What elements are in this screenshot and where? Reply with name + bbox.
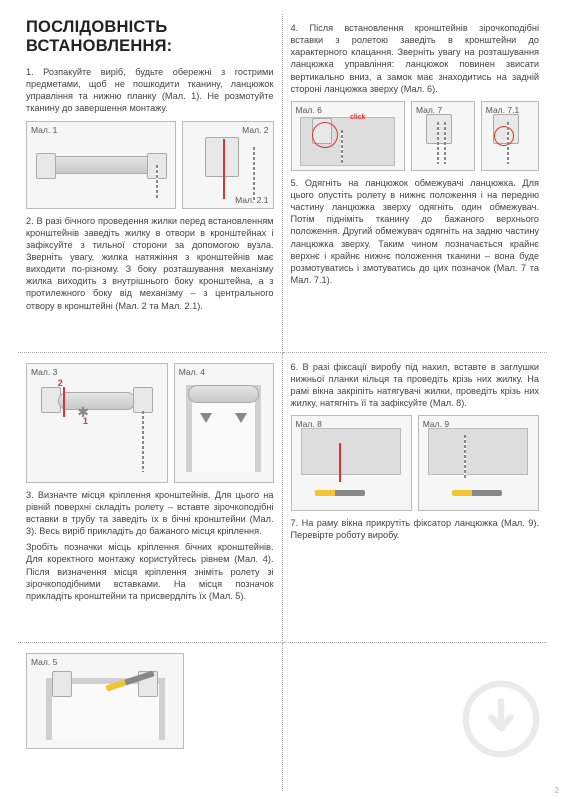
figure-4: Мал. 4 <box>174 363 274 483</box>
figure-4-label: Мал. 4 <box>179 367 205 377</box>
figure-2-label: Мал. 2 <box>242 125 268 135</box>
figure-1-label: Мал. 1 <box>31 125 57 135</box>
section-6-7: 6. В разі фіксації виробу під нахил, вст… <box>283 353 548 643</box>
para-1: 1. Розпакуйте виріб, будьте обережні з г… <box>26 66 274 115</box>
figure-6-label: Мал. 6 <box>296 105 322 115</box>
figure-9: Мал. 9 <box>418 415 539 511</box>
figure-71: Мал. 7.1 <box>481 101 539 171</box>
figure-3: Мал. 3 2 1 ✱ <box>26 363 168 483</box>
figure-8: Мал. 8 <box>291 415 412 511</box>
page-title: ПОСЛІДОВНІСТЬ ВСТАНОВЛЕННЯ: <box>26 18 274 56</box>
para-6: 6. В разі фіксації виробу під нахил, вст… <box>291 361 540 410</box>
page-number: 2 <box>555 786 559 795</box>
click-label: click <box>350 114 366 121</box>
figure-2: Мал. 2 Мал. 2.1 <box>182 121 273 209</box>
para-3b: Зробіть позначки місць кріплення бічних … <box>26 541 274 602</box>
figure-6: Мал. 6 click <box>291 101 405 171</box>
figure-7: Мал. 7 <box>411 101 475 171</box>
para-4: 4. Після встановлення кронштейнів зірочк… <box>291 22 540 95</box>
section-3: Мал. 3 2 1 ✱ Мал. 4 3. Визначте місця кр… <box>18 353 283 643</box>
figure-3-label: Мал. 3 <box>31 367 57 377</box>
figure-21-label: Мал. 2.1 <box>235 195 268 205</box>
watermark-icon <box>461 679 541 759</box>
section-4-5: 4. Після встановлення кронштейнів зірочк… <box>283 14 548 353</box>
figure-1: Мал. 1 <box>26 121 176 209</box>
para-5: 5. Одягніть на ланцюжок обмежувачі ланцю… <box>291 177 540 286</box>
section-fig5: Мал. 5 <box>18 643 283 791</box>
figure-5: Мал. 5 <box>26 653 184 749</box>
figure-5-label: Мал. 5 <box>31 657 57 667</box>
section-1-2: ПОСЛІДОВНІСТЬ ВСТАНОВЛЕННЯ: 1. Розпакуйт… <box>18 14 283 353</box>
para-2: 2. В разі бічного проведення жилки перед… <box>26 215 274 312</box>
para-7: 7. На раму вікна прикрутіть фіксатор лан… <box>291 517 540 541</box>
para-3a: 3. Визначте місця кріплення кронштейнів.… <box>26 489 274 538</box>
